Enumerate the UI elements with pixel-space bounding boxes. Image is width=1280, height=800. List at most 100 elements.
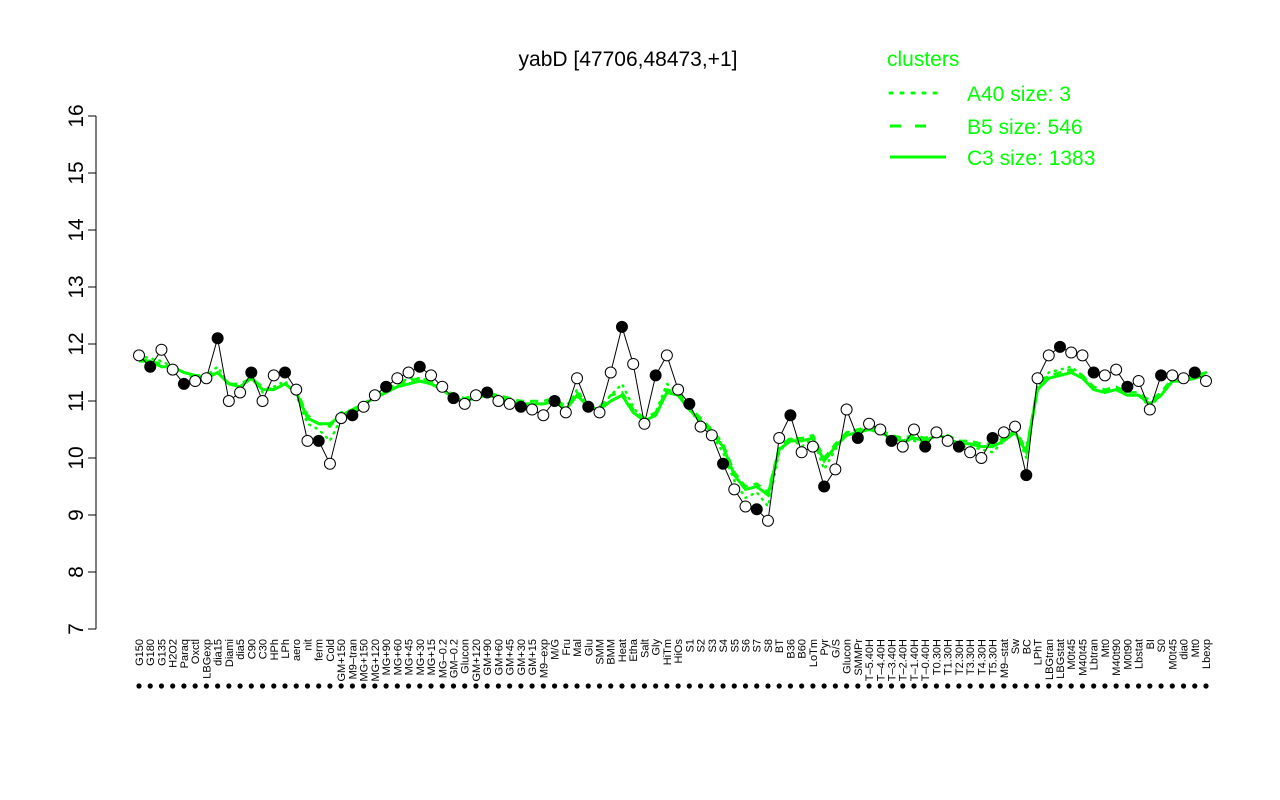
data-point [739, 500, 752, 513]
series-b5-line [138, 357, 1207, 495]
x-tick-label: MG+15 [426, 639, 438, 675]
data-point [1042, 349, 1055, 362]
x-tick-label: G/S [830, 639, 842, 658]
x-tick-label: LBGtran [1044, 639, 1056, 680]
data-point [604, 366, 617, 379]
rug-mark [653, 683, 659, 689]
data-point [312, 434, 325, 447]
data-point [627, 357, 640, 370]
legend-title: clusters [887, 48, 959, 71]
data-point [571, 372, 584, 385]
x-tick-label: T3.30H [965, 639, 977, 675]
rug-mark [394, 683, 400, 689]
data-point [256, 395, 269, 407]
x-tick-label: M0t90 [1122, 639, 1134, 670]
rug-mark [1124, 683, 1130, 689]
data-point [526, 403, 539, 416]
x-tick-label: GM+30 [516, 639, 528, 675]
rug-mark [1180, 683, 1187, 689]
x-tick-label: T0.30H [931, 639, 943, 675]
x-tick-label: S5 [729, 639, 741, 652]
data-point [840, 403, 853, 416]
x-tick-label: MG+60 [392, 639, 404, 675]
rug-mark [170, 683, 176, 689]
x-rug-marks [136, 683, 1209, 689]
rug-mark [293, 683, 299, 689]
data-point [481, 386, 494, 399]
data-point [559, 406, 572, 419]
x-tick-label: S6 [741, 639, 753, 652]
rug-mark [551, 683, 558, 689]
series-main-line [133, 320, 1212, 527]
rug-mark [978, 683, 984, 689]
data-point [211, 332, 224, 345]
x-tick-labels: G150 G180 G135 H2O2 Paraq Oxctl LBGexp dia15 Dia… [134, 638, 1213, 681]
data-point [177, 377, 190, 390]
rug-mark [675, 683, 681, 689]
x-tick-label: Lbtran [1089, 639, 1101, 670]
rug-mark [855, 683, 861, 689]
x-tick-label: Lbexp [1201, 639, 1213, 669]
y-tick-label: 15 [65, 161, 88, 184]
x-tick-label: S1 [684, 639, 696, 652]
rug-mark [922, 683, 928, 689]
x-tick-label: SMMPr [853, 639, 865, 676]
rug-mark [720, 683, 726, 689]
data-point [548, 395, 561, 407]
data-point [750, 503, 763, 516]
x-tick-label: M0t45 [1066, 639, 1078, 670]
series-solid-path [139, 359, 1207, 498]
rug-mark [327, 683, 333, 689]
y-tick-label: 11 [65, 390, 88, 412]
x-tick-label: ferm [314, 639, 326, 661]
x-tick-label: B60 [797, 639, 809, 659]
data-point [1177, 372, 1190, 385]
x-tick-label: GM+60 [493, 639, 505, 675]
rug-mark [742, 683, 749, 689]
x-tick-label: BMM [606, 639, 618, 665]
data-point [582, 400, 595, 413]
rug-mark [1012, 683, 1018, 689]
data-point [1132, 375, 1145, 388]
data-point [660, 349, 673, 362]
data-point [503, 397, 516, 410]
data-point [851, 432, 864, 445]
data-point [907, 423, 920, 436]
x-tick-label: Glu [583, 639, 595, 656]
data-point [1166, 369, 1179, 382]
x-tick-label: GM+90 [482, 639, 494, 675]
rug-mark [226, 683, 232, 689]
x-tick-label: S3 [707, 639, 719, 652]
rug-mark [136, 683, 142, 689]
x-tick-label: T–4.40H [875, 639, 887, 681]
rug-mark [1023, 683, 1029, 689]
x-tick-label: Lbstat [1134, 639, 1146, 669]
rug-mark [776, 683, 782, 689]
data-point [795, 446, 808, 459]
x-tick-label: Fru [561, 639, 573, 656]
rug-mark [439, 683, 445, 689]
x-tick-label: H2O2 [168, 639, 180, 668]
data-point [975, 452, 988, 464]
legend-label-b5: B5 size: 546 [967, 116, 1083, 139]
data-point [638, 417, 651, 430]
rug-mark [361, 683, 367, 689]
data-point [1020, 469, 1033, 482]
x-tick-label: HiOs [673, 639, 685, 664]
data-point [649, 369, 662, 382]
data-point [189, 375, 202, 388]
data-point [346, 409, 359, 422]
rug-mark [832, 683, 838, 689]
x-tick-label: M40t45 [1077, 639, 1089, 676]
x-tick-label: dia15 [213, 639, 225, 666]
data-point [514, 400, 527, 413]
rug-mark [147, 683, 153, 689]
x-tick-label: G150 [134, 639, 146, 666]
rug-mark [945, 683, 951, 689]
rug-mark [1113, 683, 1119, 689]
rug-mark [181, 683, 187, 689]
rug-mark [709, 683, 715, 689]
rug-mark [484, 683, 490, 689]
rug-mark [664, 683, 670, 689]
data-point [1009, 420, 1022, 433]
